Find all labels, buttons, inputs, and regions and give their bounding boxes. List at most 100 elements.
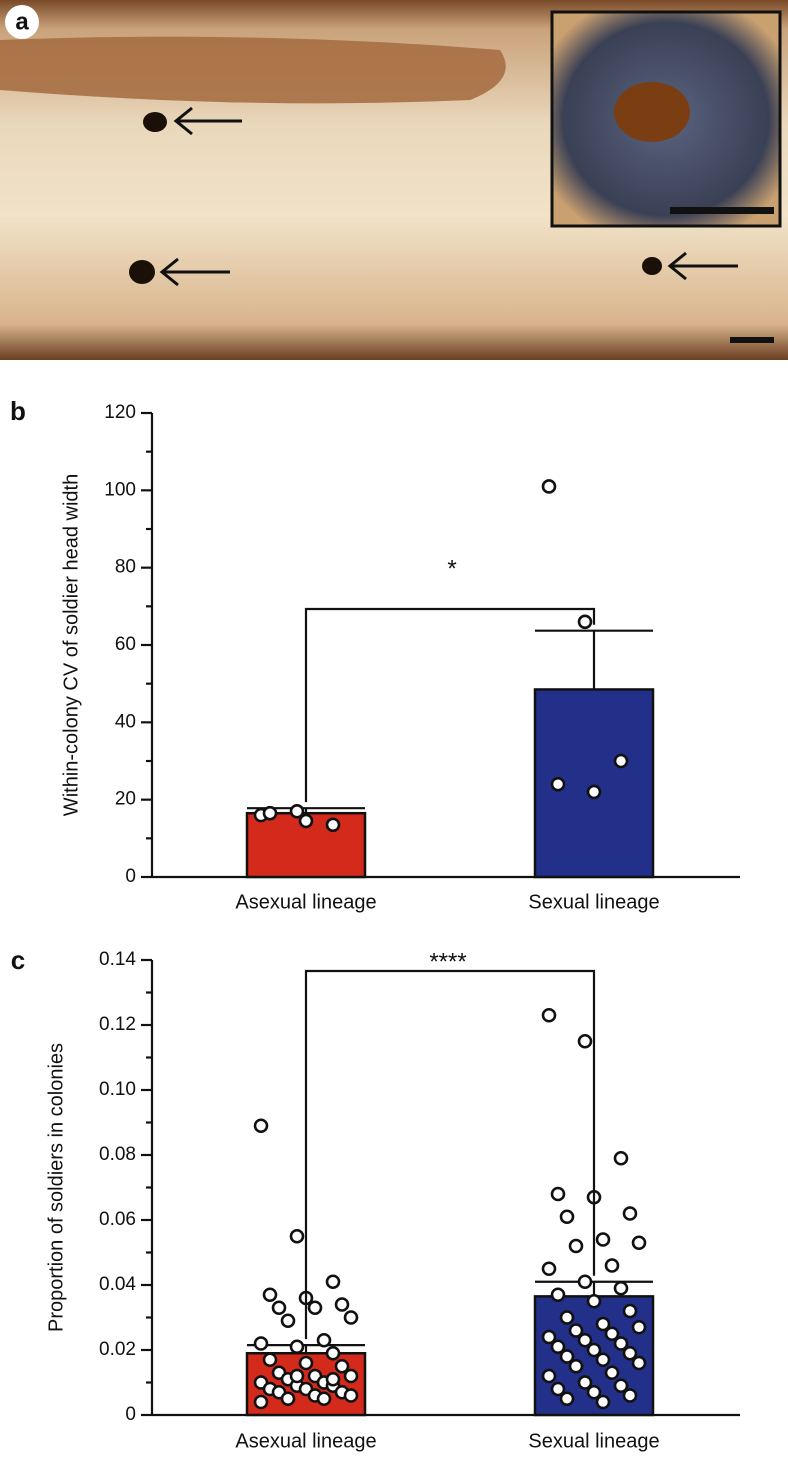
data-point [622,1388,638,1403]
data-point [622,1345,638,1361]
y-tick-label: 0 [125,866,136,887]
data-point [568,1323,584,1338]
data-point [541,1261,557,1277]
data-point [289,1368,305,1384]
data-point [577,1375,593,1390]
data-point [550,1381,566,1397]
scale-bar [730,337,774,343]
inset-photo [550,10,782,228]
data-point [262,1287,278,1303]
data-point [280,1391,296,1407]
data-point [253,1336,269,1351]
data-point [595,1352,611,1368]
y-tick-label: 120 [104,402,136,423]
data-point [253,1394,269,1410]
beetle [614,82,690,142]
data-point [631,1235,647,1251]
data-point [613,1336,629,1351]
scale-bar [670,207,774,214]
x-tick-label: Asexual lineage [235,891,376,913]
data-point [595,1316,611,1332]
y-tick-label: 80 [115,557,136,578]
data-point [568,1238,584,1254]
y-axis-label: Proportion of soldiers in colonies [45,1043,67,1332]
data-point [595,1232,611,1247]
data-point [550,1186,566,1202]
data-point [343,1310,359,1325]
y-tick-label: 100 [104,479,136,500]
data-point [541,479,557,494]
data-point [622,1206,638,1221]
data-point [631,1355,647,1371]
photo-panel: a [0,0,788,360]
y-tick-label: 40 [115,711,136,732]
data-point [325,1371,341,1387]
tunnel [0,36,506,104]
data-point [343,1368,359,1384]
x-tick-label: Sexual lineage [528,891,659,913]
data-point [316,1391,332,1407]
data-point [289,1228,305,1244]
data-point [595,1394,611,1410]
y-tick-label: 0.06 [99,1209,136,1230]
panel-label: a [15,8,29,35]
data-point [550,776,566,792]
data-point [586,1342,602,1358]
data-point [289,803,305,819]
data-point [541,1368,557,1384]
data-point [577,614,593,630]
panel-label: c [11,945,25,975]
data-point [586,784,602,800]
data-point [271,1300,287,1316]
error-bar [535,629,653,690]
data-point [559,1209,575,1225]
data-point [631,1319,647,1335]
data-point [586,1384,602,1400]
data-point [613,1378,629,1394]
significance-bracket [304,969,596,1340]
y-tick-label: 0.08 [99,1144,136,1165]
data-point [559,1391,575,1407]
significance: * [447,555,456,582]
data-point [613,753,629,769]
hole [129,260,155,284]
hole [642,257,662,275]
data-point [307,1300,323,1316]
data-point [316,1332,332,1348]
data-point [604,1365,620,1381]
panel-label: b [10,396,26,426]
data-point [325,1274,341,1290]
x-tick-label: Sexual lineage [528,1430,659,1452]
data-point [298,813,314,829]
data-point [622,1303,638,1319]
error-bar [535,1280,653,1297]
y-tick-label: 0.14 [99,949,136,970]
data-point [550,1287,566,1303]
data-point [262,1352,278,1368]
data-point [577,1332,593,1348]
y-tick-label: 0 [125,1404,136,1425]
data-point [613,1280,629,1296]
data-point [334,1358,350,1374]
y-axis-label: Within-colony CV of soldier head width [60,474,82,816]
y-tick-label: 60 [115,634,136,655]
data-point [289,1339,305,1355]
y-tick-label: 0.12 [99,1014,136,1035]
y-tick-label: 0.02 [99,1339,136,1360]
data-point [298,1355,314,1371]
x-tick-label: Asexual lineage [235,1430,376,1452]
data-point [568,1358,584,1374]
data-point [604,1258,620,1273]
data-point [262,805,278,821]
data-point [586,1293,602,1309]
data-point [577,1033,593,1049]
data-point [559,1310,575,1325]
data-point [253,1118,269,1134]
hole [143,112,167,132]
data-point [550,1339,566,1355]
data-point [325,817,341,833]
significance-bracket [304,607,596,803]
data-point [577,1274,593,1290]
data-point [280,1313,296,1329]
